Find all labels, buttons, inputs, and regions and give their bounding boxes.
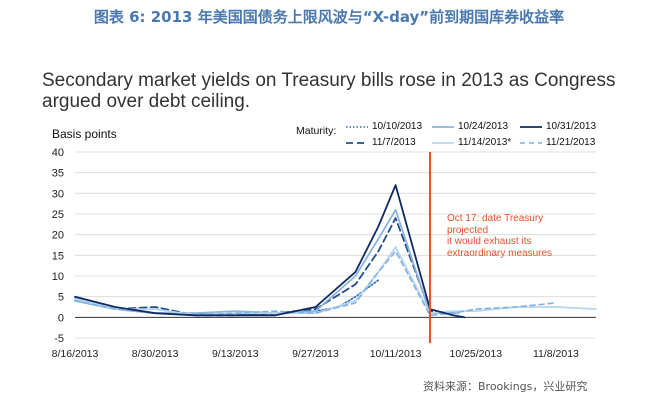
y-tick-label: 0 xyxy=(58,312,64,324)
legend-item-11-21: 11/21/2013 xyxy=(520,137,596,148)
x-tick-label: 11/8/2013 xyxy=(533,348,579,360)
y-tick-label: -5 xyxy=(54,333,64,345)
chart-title: Secondary market yields on Treasury bill… xyxy=(42,70,616,112)
x-tick-label: 10/25/2013 xyxy=(449,348,502,360)
annotation-line-3: extraordinary measures xyxy=(447,247,553,259)
series-line-11-7-2013 xyxy=(74,217,454,317)
y-tick-label: 15 xyxy=(52,250,64,262)
annotation-oct17: Oct 17: date Treasury projected it would… xyxy=(447,213,587,259)
legend-item-10-10: 10/10/2013 xyxy=(346,121,423,132)
annotation-line-1: Oct 17: date Treasury projected xyxy=(447,213,544,236)
source-note: 资料来源：Brookings，兴业研究 xyxy=(423,380,588,393)
y-tick-label: 35 xyxy=(52,168,64,180)
legend-item-10-24: 10/24/2013 xyxy=(432,121,509,132)
y-tick-label: 30 xyxy=(52,188,64,200)
x-tick-label: 9/27/2013 xyxy=(292,348,339,360)
legend-item-11-14: 11/14/2013* xyxy=(432,137,512,148)
series-line-10-31-2013 xyxy=(74,184,466,319)
legend-title: Maturity: xyxy=(296,125,337,137)
legend-item-11-7: 11/7/2013 xyxy=(346,137,416,148)
x-tick-label: 9/13/2013 xyxy=(212,348,259,360)
y-tick-label: 10 xyxy=(52,271,64,283)
x-tick-label: 10/11/2013 xyxy=(370,348,422,360)
y-tick-label: 25 xyxy=(52,209,64,221)
y-axis-label: Basis points xyxy=(52,127,117,141)
legend-item-10-31: 10/31/2013 xyxy=(520,121,597,132)
y-tick-label: 20 xyxy=(52,230,64,242)
series-line-11-14-2013 xyxy=(74,246,597,317)
y-tick-label: 40 xyxy=(52,147,64,159)
x-tick-label: 8/16/2013 xyxy=(52,348,99,360)
x-tick-label: 8/30/2013 xyxy=(132,348,179,360)
y-tick-label: 5 xyxy=(58,292,64,304)
annotation-line-2: it would exhaust its xyxy=(447,236,532,247)
report-figure-title: 图表 6: 2013 年美国国债务上限风波与“X-day”前到期国库券收益率 xyxy=(93,8,565,26)
series-line-11-21-2013 xyxy=(74,250,557,317)
